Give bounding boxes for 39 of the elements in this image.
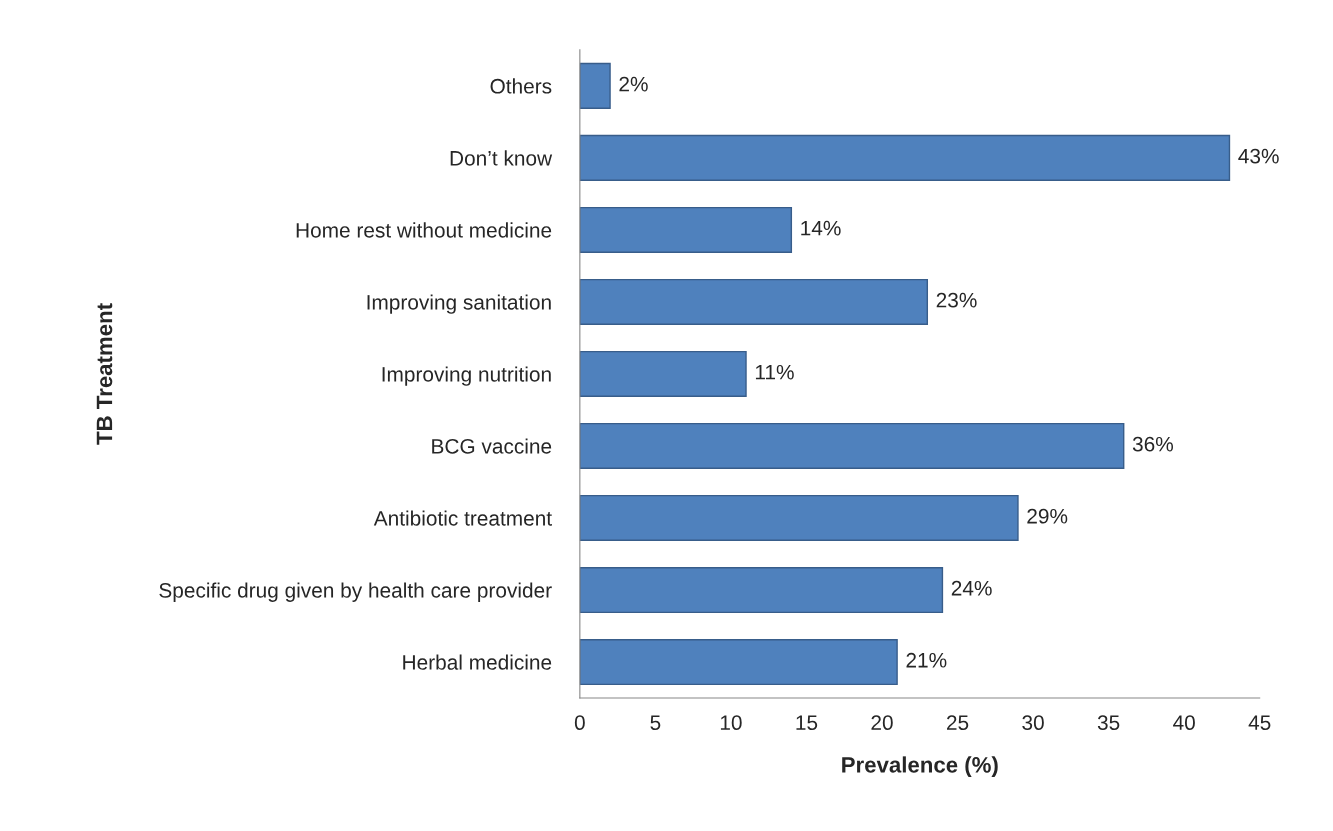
y-tick-label: Others [490, 78, 552, 94]
data-label: 24% [951, 580, 992, 596]
data-label: 14% [801, 220, 841, 236]
x-tick-label: 35 [1097, 715, 1120, 731]
y-tick-label: Improving nutrition [382, 366, 551, 386]
data-label: 43% [1238, 148, 1279, 164]
bar [579, 62, 611, 109]
x-tick-label: 45 [1248, 715, 1271, 731]
x-tick-label: 10 [720, 715, 742, 731]
y-tick-label: Herbal medicine [403, 654, 552, 670]
data-label: 29% [1027, 508, 1068, 524]
data-label: 21% [906, 652, 947, 668]
bar [579, 422, 1125, 469]
bar [579, 566, 944, 614]
y-tick-label: Antibiotic treatment [373, 510, 552, 526]
data-label: 36% [1132, 436, 1174, 452]
bar [579, 206, 793, 253]
bar [579, 639, 898, 686]
data-label: 2% [619, 76, 648, 92]
y-tick-label: Specific drug given by health care provider [159, 582, 552, 602]
y-tick-label: Improving sanitation [367, 294, 551, 314]
x-tick-label: 25 [947, 715, 969, 731]
x-tick-label: 5 [650, 715, 661, 731]
x-tick-label: 20 [871, 715, 893, 731]
data-label: 11% [755, 364, 794, 380]
data-label: 23% [936, 292, 977, 308]
bar [579, 134, 1231, 181]
bar [579, 494, 1019, 542]
bar [579, 350, 747, 397]
x-tick-label: 15 [796, 715, 818, 731]
bar [579, 278, 929, 325]
y-tick-label: Don’t know [450, 150, 553, 166]
x-axis-title: Prevalence (%) [842, 756, 998, 778]
x-tick-label: 30 [1022, 715, 1044, 731]
y-axis-title: TB Treatment [96, 303, 113, 445]
y-tick-label: Home rest without medicine [296, 222, 552, 238]
x-tick-label: 0 [574, 715, 585, 731]
x-tick-label: 40 [1173, 715, 1195, 731]
y-tick-label: BCG vaccine [432, 438, 552, 454]
